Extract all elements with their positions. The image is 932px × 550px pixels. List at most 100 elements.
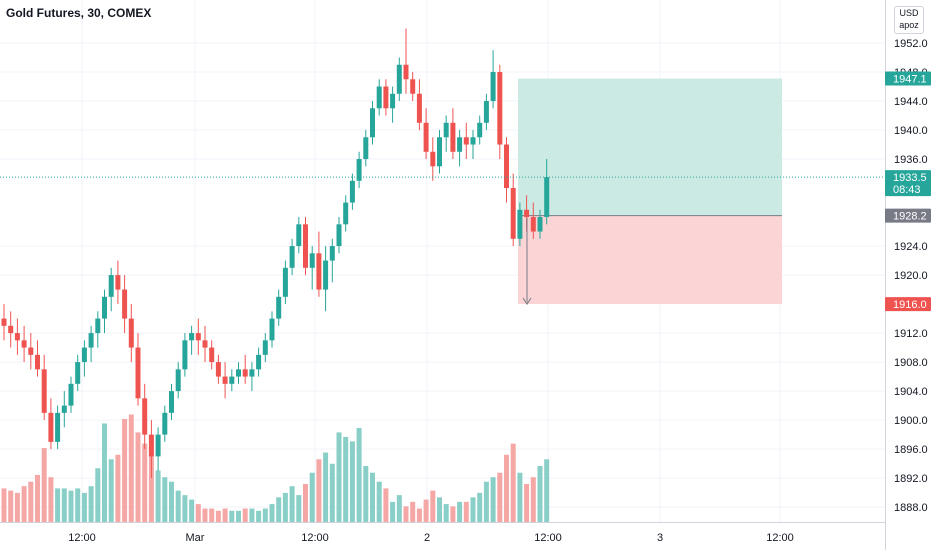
candle-body	[128, 318, 134, 348]
candle-body	[102, 296, 107, 319]
candle-body	[142, 398, 148, 435]
volume-bar	[296, 495, 302, 522]
last-price-label-countdown: 08:43	[893, 184, 921, 196]
candle-body	[396, 64, 402, 94]
volume-bar	[450, 506, 456, 522]
price-tick-label: 1936.0	[894, 154, 928, 166]
candle-body	[8, 325, 14, 334]
candle-body	[35, 354, 40, 370]
volume-bar	[155, 470, 161, 522]
candle-body	[249, 369, 255, 377]
volume-bar	[403, 506, 409, 522]
volume-bar	[524, 483, 530, 522]
volume-bar	[169, 481, 174, 522]
candle-body	[222, 376, 228, 384]
candle-body	[21, 340, 27, 348]
candle-body	[148, 434, 154, 457]
volume-bar	[182, 495, 188, 522]
candle-body	[162, 412, 168, 435]
candle-body	[370, 108, 375, 138]
volume-bar	[95, 468, 101, 522]
candle-body	[537, 217, 543, 232]
candle-body	[189, 333, 195, 341]
candle-body	[437, 137, 442, 167]
volume-bar	[122, 418, 128, 522]
candle-body	[262, 340, 268, 355]
volume-bar	[215, 510, 221, 522]
volume-bar	[537, 466, 543, 522]
volume-bar	[457, 501, 463, 522]
candle-body	[242, 369, 248, 377]
candle-body	[182, 340, 188, 370]
candle-body	[390, 93, 396, 109]
volume-bar	[108, 459, 114, 522]
volume-bar	[316, 459, 322, 522]
candle-body	[450, 122, 456, 152]
price-tick-label: 1952.0	[894, 38, 928, 50]
candle-body	[55, 412, 61, 442]
loss-zone	[518, 215, 782, 305]
volume-bar	[142, 443, 148, 522]
time-tick-label: 2	[424, 532, 430, 544]
target-price-label: 1947.1	[893, 74, 927, 86]
price-tick-label: 1920.0	[894, 270, 928, 282]
volume-bar	[289, 486, 295, 522]
volume-bar	[396, 495, 402, 522]
volume-bar	[242, 508, 248, 522]
candle-body	[41, 369, 47, 413]
candle-body	[303, 224, 308, 268]
candle-body	[490, 72, 496, 102]
candle-body	[423, 122, 429, 152]
price-tick-label: 1904.0	[894, 386, 928, 398]
candle-body	[108, 275, 114, 297]
volume-bar	[517, 472, 523, 522]
volume-bar	[309, 472, 315, 522]
price-tick-label: 1940.0	[894, 125, 928, 137]
stop-arrow-head	[522, 297, 532, 305]
volume-bar	[343, 436, 349, 522]
currency-label: USD	[899, 8, 919, 18]
price-axis: 1952.01948.01944.01940.01936.01924.01920…	[894, 38, 928, 514]
candle-body	[530, 217, 536, 232]
candle-body	[336, 224, 342, 247]
candle-body	[376, 86, 382, 109]
candle-body	[88, 333, 94, 348]
volume-bar	[21, 486, 27, 522]
volume-bar	[189, 499, 195, 522]
volume-bar	[35, 474, 40, 522]
volume-bar	[282, 492, 288, 522]
candle-body	[316, 253, 322, 290]
candle-body	[209, 347, 215, 363]
candle-body	[510, 188, 516, 239]
volume-bar	[14, 492, 20, 522]
candle-body	[95, 318, 101, 334]
candle-body	[175, 369, 181, 392]
volume-bar	[303, 483, 308, 522]
candle-body	[349, 180, 355, 203]
candle-body	[282, 267, 288, 297]
candle-body	[504, 144, 509, 189]
volume-bar	[463, 501, 469, 522]
volume-bar	[390, 501, 396, 522]
candle-body	[14, 333, 20, 341]
candle-body	[236, 369, 241, 377]
price-scale-mode-button[interactable]: USD apoz	[894, 6, 924, 34]
volume-bar	[490, 477, 496, 522]
candle-body	[383, 86, 389, 109]
volume-bar	[269, 504, 275, 522]
volume-bar	[249, 508, 255, 522]
entry-price-label-bg	[885, 208, 931, 223]
volume-bar	[336, 432, 342, 522]
volume-bar	[530, 477, 536, 522]
candle-body	[256, 354, 262, 370]
candle-body	[215, 362, 221, 377]
volume-bar	[128, 414, 134, 522]
volume-bar	[202, 508, 208, 522]
candle-body	[483, 101, 489, 123]
candle-body	[229, 376, 235, 384]
candle-body	[202, 340, 208, 348]
candle-body	[430, 151, 436, 167]
volume-bar	[323, 452, 329, 522]
price-tick-label: 1912.0	[894, 328, 928, 340]
